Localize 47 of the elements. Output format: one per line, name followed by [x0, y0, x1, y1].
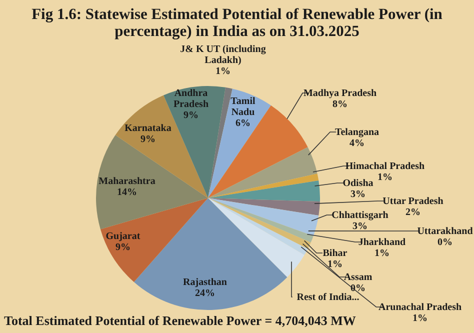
data-label: 24%	[195, 288, 215, 299]
data-label: 6%	[236, 118, 250, 129]
pie-slice	[208, 87, 232, 198]
slice-label: Madhya Pradesh	[303, 88, 377, 99]
pie-slice	[208, 105, 308, 198]
pie-slice	[96, 135, 208, 230]
data-label: 3%	[352, 221, 368, 232]
slice-label: Uttar Pradesh	[382, 196, 444, 207]
slice-label: Odisha	[342, 178, 374, 189]
pie-slice	[208, 198, 319, 236]
pie-slice	[208, 198, 304, 278]
slice-label: Maharashtra	[98, 176, 156, 187]
slice-label: Jharkhand	[358, 237, 406, 248]
slice-label: Himachal Pradesh	[345, 161, 426, 172]
data-label: 1%	[374, 248, 390, 259]
slice-label: Gujarat	[106, 231, 141, 242]
data-label: 9%	[140, 134, 156, 145]
category-label: Uttarakhand	[417, 226, 473, 237]
data-label: 9%	[116, 242, 130, 253]
slice-label: Bihar	[322, 248, 348, 259]
data-label: 9%	[184, 110, 198, 121]
slice-label: Rest of India...	[296, 292, 360, 303]
data-label: 3%	[350, 189, 366, 200]
slice-label: Telangana	[334, 127, 380, 138]
slice-label: Andhra Pradesh	[174, 88, 209, 110]
chart-title: Fig 1.6: Statewise Estimated Potential of Renewable Power (in percentage) in India as on 31.03.2025	[30, 6, 444, 40]
data-label: 14%	[117, 187, 137, 198]
pie-slice	[208, 198, 320, 216]
pie-slice	[208, 180, 320, 202]
category-label: Assam	[344, 272, 372, 283]
slice-label: Karnataka	[124, 123, 172, 134]
slice-label: Arunachal Pradesh	[378, 302, 462, 313]
text: Total Estimated Potential of Renewable Power = 4,704,043 MW	[4, 313, 356, 329]
data-label: 1%	[216, 66, 230, 77]
slice-label: Tamil Nadu	[230, 96, 256, 118]
text: 0%	[438, 237, 452, 248]
data-label: 4%	[350, 138, 364, 149]
data-label: 1%	[412, 313, 428, 324]
data-label: 1%	[378, 172, 392, 183]
data-label: 1%	[328, 259, 342, 270]
pie-slice	[208, 147, 318, 198]
slice-label: J& K UT (including Ladakh)	[180, 44, 266, 66]
data-label: 8%	[332, 99, 348, 110]
data-label: 2%	[406, 207, 420, 218]
pie-slice	[208, 174, 319, 198]
slice-label: Chhattisgarh	[332, 210, 389, 221]
slice-label: Rajasthan	[183, 277, 228, 288]
